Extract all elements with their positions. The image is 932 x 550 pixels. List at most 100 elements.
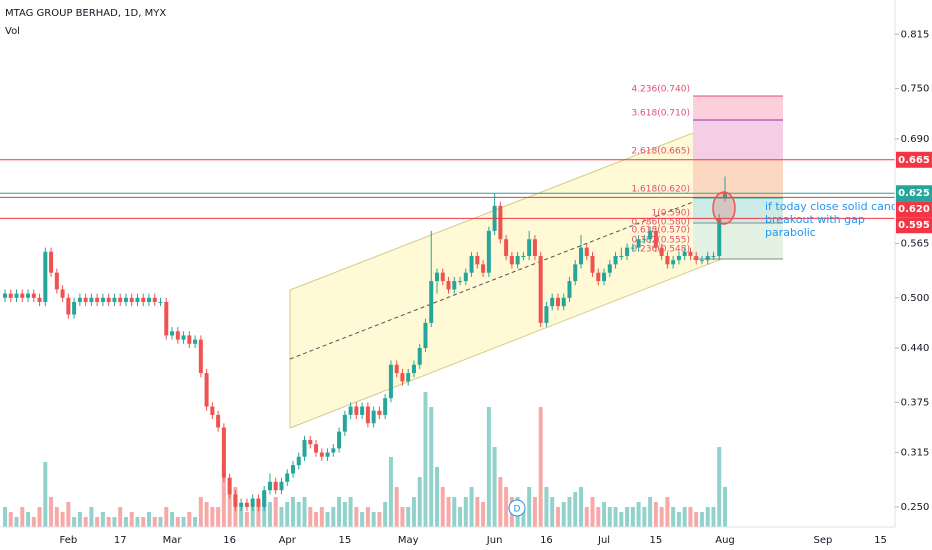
annotation-text: breakout with gap bbox=[765, 213, 865, 226]
candle-body bbox=[602, 272, 607, 282]
fib-label: 2.618(0.665) bbox=[631, 147, 690, 157]
volume-bar bbox=[3, 507, 7, 527]
candle-body bbox=[636, 239, 641, 248]
candle-body bbox=[429, 281, 434, 323]
volume-bar bbox=[147, 512, 151, 527]
volume-bar bbox=[129, 512, 134, 527]
candle-body bbox=[135, 297, 140, 302]
candle-body bbox=[573, 264, 578, 282]
dividend-marker[interactable] bbox=[508, 499, 526, 517]
volume-bar bbox=[291, 497, 295, 527]
volume-bar bbox=[181, 517, 186, 527]
candle-body bbox=[400, 373, 405, 382]
volume-bar bbox=[555, 507, 560, 527]
candle-body bbox=[233, 494, 238, 507]
fib-label: 0.382(0.555) bbox=[631, 236, 690, 246]
candle-body bbox=[141, 297, 146, 302]
annotation-text: if today close solid candle with v bbox=[765, 200, 932, 213]
candle-body bbox=[360, 406, 365, 415]
volume-bar bbox=[383, 502, 388, 527]
volume-bar bbox=[279, 507, 284, 527]
volume-bar bbox=[717, 447, 722, 527]
candle-body bbox=[377, 410, 382, 415]
candle-body bbox=[671, 260, 676, 265]
volume-pane bbox=[3, 392, 727, 527]
candle-body bbox=[584, 247, 589, 256]
volume-bar bbox=[360, 512, 365, 527]
candle-body bbox=[642, 239, 647, 241]
volume-bar bbox=[331, 507, 336, 527]
price-line-label: 0.595 bbox=[898, 220, 930, 231]
volume-bar bbox=[43, 462, 48, 527]
y-tick-label: 0.815 bbox=[901, 29, 930, 40]
fib-label: 4.236(0.740) bbox=[631, 85, 690, 95]
candle-body bbox=[239, 502, 244, 507]
volume-bar bbox=[54, 507, 59, 527]
candle-body bbox=[486, 230, 491, 273]
fib-zone bbox=[693, 120, 783, 160]
price-line-label: 0.665 bbox=[898, 155, 930, 166]
volume-bar bbox=[699, 512, 704, 527]
volume-bar bbox=[170, 512, 175, 527]
candle-body bbox=[54, 272, 59, 290]
volume-bar bbox=[377, 512, 382, 527]
volume-bar bbox=[406, 507, 411, 527]
candle-body bbox=[515, 255, 520, 265]
candle-body bbox=[607, 264, 612, 273]
volume-bar bbox=[112, 517, 117, 527]
candle-body bbox=[538, 255, 543, 323]
volume-bar bbox=[682, 507, 687, 527]
volume-bar bbox=[118, 507, 123, 527]
drawings: 4.236(0.740) 3.618(0.710) 2.618(0.665) 1.61… bbox=[289, 85, 783, 429]
volume-bar bbox=[527, 487, 532, 527]
x-tick-label: May bbox=[398, 535, 419, 546]
candle-body bbox=[440, 272, 445, 282]
volume-bar bbox=[204, 502, 209, 527]
volume-bar bbox=[498, 477, 503, 527]
candle-body bbox=[210, 406, 215, 415]
volume-bar bbox=[642, 507, 647, 527]
volume-bar bbox=[463, 497, 468, 527]
candle-body bbox=[8, 293, 13, 298]
candle-body bbox=[705, 255, 710, 261]
candle-body bbox=[37, 297, 42, 302]
volume-bar bbox=[671, 507, 676, 527]
volume-bar bbox=[676, 512, 681, 527]
candle-body bbox=[579, 247, 583, 265]
volume-bar bbox=[285, 502, 290, 527]
candle-body bbox=[590, 255, 595, 273]
candle-body bbox=[417, 347, 422, 365]
volume-bar bbox=[625, 507, 630, 527]
candle-body bbox=[388, 364, 393, 399]
volume-bar bbox=[267, 502, 272, 527]
candle-body bbox=[694, 255, 699, 261]
y-tick-label: 0.375 bbox=[901, 397, 930, 408]
candle-body bbox=[291, 465, 295, 474]
candle-body bbox=[250, 498, 255, 507]
volume-bar bbox=[210, 507, 215, 527]
volume-bar bbox=[538, 407, 543, 527]
candle-body bbox=[567, 281, 572, 298]
candle-body bbox=[83, 297, 88, 302]
candle-body bbox=[72, 301, 77, 315]
y-tick-label: 0.750 bbox=[901, 84, 930, 95]
volume-bar bbox=[475, 497, 480, 527]
candle-body bbox=[279, 481, 284, 491]
volume-bar bbox=[302, 497, 307, 527]
volume-bar bbox=[469, 487, 474, 527]
volume-bar bbox=[325, 512, 330, 527]
y-tick-label: 0.500 bbox=[901, 293, 930, 304]
candle-body bbox=[227, 477, 232, 495]
candle-body bbox=[77, 297, 82, 302]
volume-bar bbox=[613, 507, 618, 527]
fib-zone bbox=[693, 96, 783, 120]
volume-bar bbox=[723, 487, 727, 527]
volume-bar bbox=[60, 512, 65, 527]
volume-bar bbox=[481, 502, 486, 527]
x-tick-label: 16 bbox=[223, 535, 236, 546]
volume-bar bbox=[584, 507, 589, 527]
y-tick-label: 0.315 bbox=[901, 448, 930, 459]
volume-bar bbox=[354, 507, 359, 527]
chart-title: MTAG GROUP BERHAD, 1D, MYX bbox=[5, 8, 166, 19]
